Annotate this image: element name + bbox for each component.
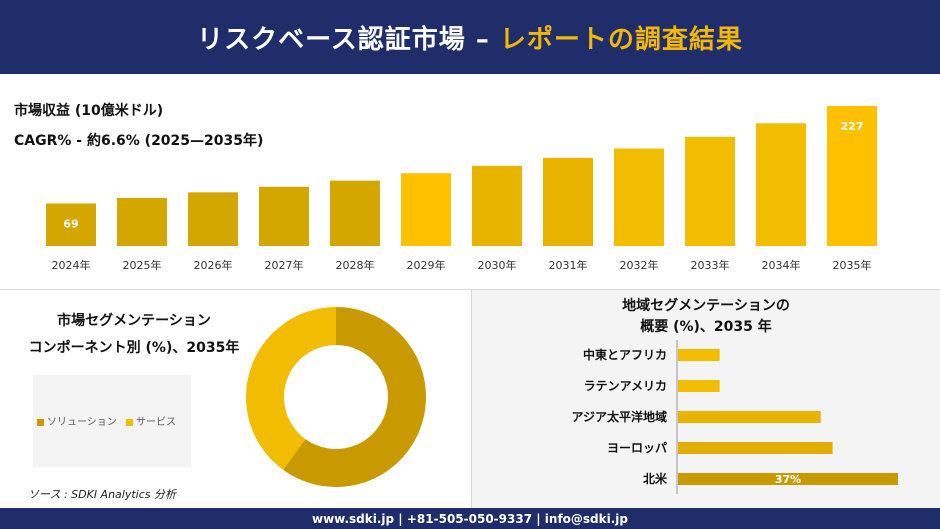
region-label: アジア太平洋地域 (571, 409, 667, 424)
bar-value-label: 69 (63, 217, 78, 230)
horizontal-divider (0, 289, 940, 290)
region-title-line2: 概要 (%)、2035 年 (640, 319, 772, 335)
segmentation-title-line1: 市場セグメンテーション (57, 313, 211, 329)
footer-bar: www.sdki.jp | +81-505-050-9337 | info@sd… (0, 508, 940, 529)
year-tick-label: 2026年 (194, 258, 233, 272)
page-title: リスクベース認証市場 – レポートの調査結果 (197, 19, 743, 56)
year-tick-label: 2031年 (549, 258, 588, 272)
region-label: 北米 (643, 471, 668, 486)
legend-row: ソリューション サービス (37, 413, 176, 428)
year-tick-label: 2029年 (407, 258, 446, 272)
revenue-bar (614, 148, 664, 246)
legend-swatch-service (126, 418, 133, 426)
segmentation-title-line2: コンポーネント別 (%)、2035年 (28, 340, 240, 356)
revenue-bar (188, 192, 238, 246)
title-main: リスクベース認証市場 – (197, 24, 490, 55)
region-title-line1: 地域セグメンテーションの (622, 298, 790, 314)
year-tick-label: 2032年 (620, 258, 659, 272)
revenue-bar (46, 203, 96, 246)
revenue-bar (543, 157, 593, 246)
region-panel (472, 290, 940, 508)
region-label: ヨーロッパ (607, 441, 667, 455)
region-bar (678, 349, 720, 361)
cagr-label: CAGR% - 約6.6% (2025—2035年) (14, 133, 264, 149)
region-bar (678, 411, 821, 423)
year-tick-label: 2035年 (833, 258, 872, 272)
year-tick-label: 2033年 (691, 258, 730, 272)
region-title: 地域セグメンテーションの 概要 (%)、2035 年 (472, 296, 940, 338)
year-tick-label: 2027年 (265, 258, 304, 272)
year-tick-label: 2025年 (123, 258, 162, 272)
revenue-bar (259, 186, 309, 246)
legend-swatch-solution (37, 418, 44, 426)
revenue-bar (756, 123, 806, 246)
revenue-bar (401, 173, 451, 246)
vertical-divider (471, 290, 472, 508)
region-bar (678, 473, 898, 485)
bar-value-label: 227 (841, 120, 864, 133)
revenue-bar (330, 180, 380, 246)
region-label: 中東とアフリカ (583, 347, 667, 362)
contact-info: www.sdki.jp | +81-505-050-9337 | info@sd… (311, 511, 628, 526)
revenue-bar (685, 136, 735, 246)
legend-label-solution: ソリューション (47, 417, 117, 428)
title-accent: レポートの調査結果 (499, 24, 743, 55)
region-bar (678, 380, 720, 392)
donut-legend: ソリューション サービス (33, 375, 191, 467)
header-banner: リスクベース認証市場 – レポートの調査結果 (0, 0, 940, 74)
revenue-bar (472, 165, 522, 246)
revenue-bar (827, 106, 877, 246)
year-tick-label: 2024年 (52, 258, 91, 272)
revenue-bar-chart: 2024年 69 2025年 2026年 2027年 2028年 2029年 2030年 203… (46, 106, 877, 272)
component-donut-chart (246, 307, 426, 487)
region-bar (678, 442, 833, 454)
revenue-label: 市場収益 (10億米ドル) (14, 103, 164, 119)
year-tick-label: 2034年 (762, 258, 801, 272)
year-tick-label: 2028年 (336, 258, 375, 272)
region-label: ラテンアメリカ (584, 379, 667, 393)
region-value-label: 37% (775, 473, 801, 486)
revenue-panel: 市場収益 (10億米ドル) CAGR% - 約6.6% (2025—2035年)… (0, 88, 940, 284)
donut-slice (246, 307, 336, 470)
year-tick-label: 2030年 (478, 258, 517, 272)
revenue-bar (117, 197, 167, 246)
legend-label-service: サービス (136, 417, 176, 428)
donut-slice (283, 307, 426, 487)
source-note: ソース : SDKI Analytics 分析 (28, 488, 177, 501)
